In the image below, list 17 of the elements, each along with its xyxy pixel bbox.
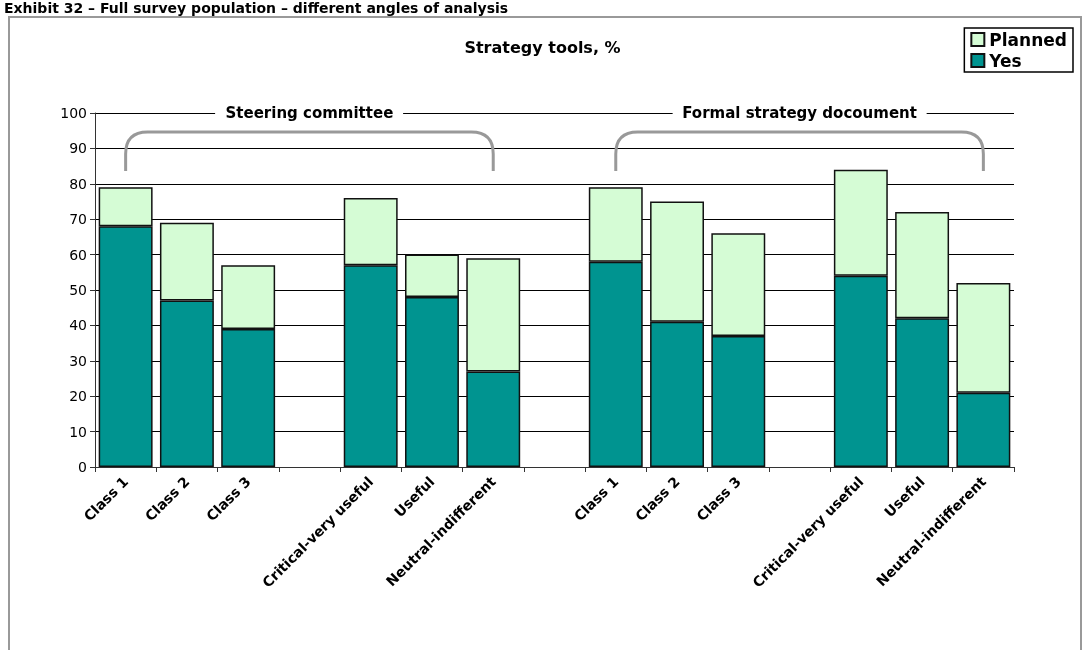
y-tick-label: 30 [69, 352, 87, 369]
y-tick-label: 0 [78, 459, 87, 475]
y-tick-label: 70 [69, 211, 87, 228]
legend-label: Planned [989, 29, 1068, 50]
y-tick-label: 80 [69, 175, 87, 192]
legend-label: Yes [988, 50, 1022, 71]
y-tick-label: 100 [60, 105, 87, 121]
annotation: Steering committee [215, 104, 404, 122]
y-tick-label: 10 [69, 423, 87, 440]
chart-title: Strategy tools, % [464, 37, 621, 57]
annotation: Formal strategy docoument [672, 104, 927, 122]
text: Exhibit 32 – Full survey population – different angles of analysis [4, 0, 509, 16]
y-tick-label: 50 [69, 282, 87, 298]
y-tick-label: 40 [69, 317, 87, 334]
y-tick-label: 60 [69, 246, 87, 263]
y-tick-label: 90 [69, 140, 87, 157]
y-tick-label: 20 [69, 388, 87, 405]
